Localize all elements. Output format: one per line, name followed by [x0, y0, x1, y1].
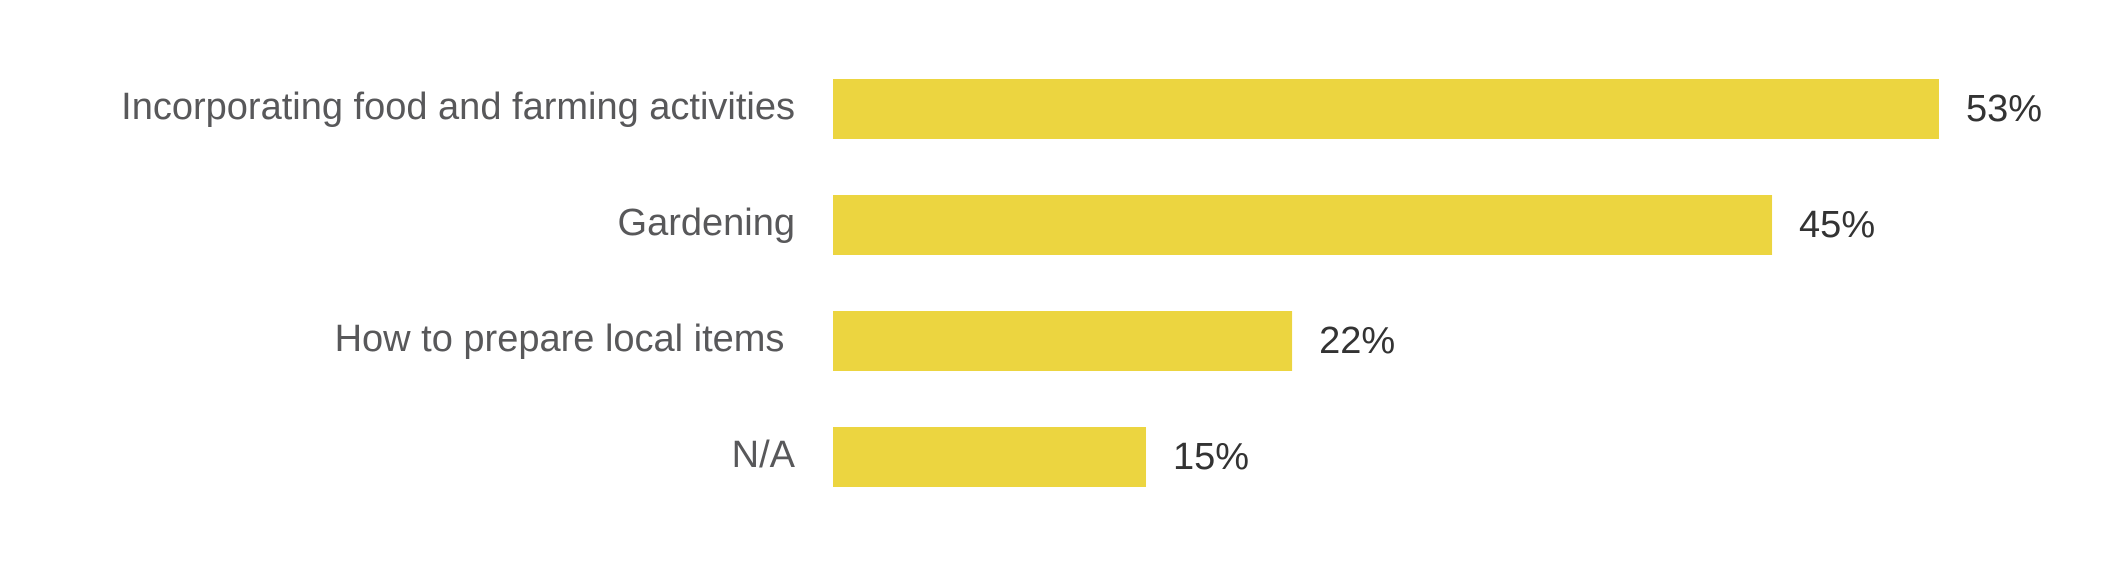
- value-label: 53%: [1966, 88, 2042, 130]
- value-label: 15%: [1173, 436, 1249, 478]
- bar: [833, 311, 1293, 371]
- bar: [833, 195, 1773, 255]
- value-label: 22%: [1319, 320, 1395, 362]
- category-label: How to prepare local items: [335, 318, 795, 360]
- category-label: Gardening: [618, 202, 795, 244]
- category-label: N/A: [732, 434, 796, 476]
- bar: [833, 79, 1939, 139]
- category-label: Incorporating food and farming activitie…: [121, 86, 795, 128]
- value-label: 45%: [1799, 204, 1875, 246]
- bar: [833, 427, 1147, 487]
